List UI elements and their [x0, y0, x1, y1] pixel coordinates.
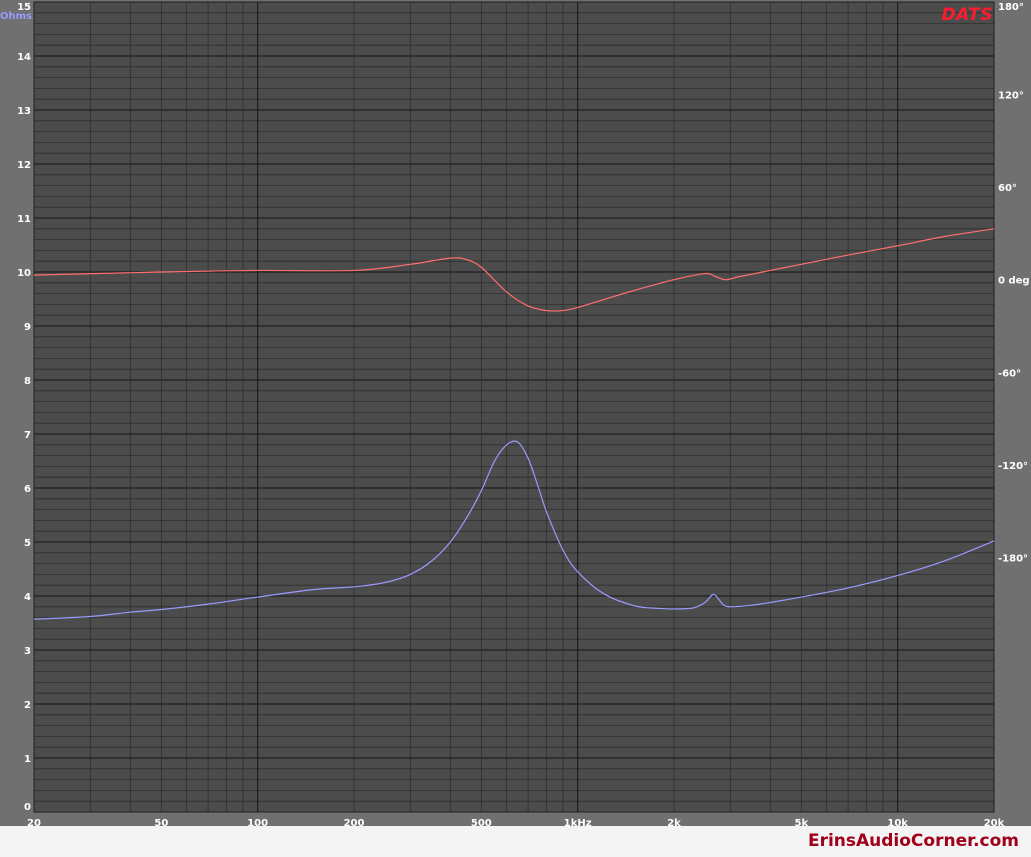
left-tick-label: 5	[24, 538, 31, 549]
x-tick-label: 5k	[795, 818, 809, 829]
right-axis-unit-label: 0 deg	[998, 276, 1030, 287]
plot-frame	[33, 1, 995, 813]
x-tick-label: 50	[154, 818, 168, 829]
right-tick-label: -60°	[998, 368, 1021, 379]
series	[33, 228, 995, 620]
left-tick-label: 11	[17, 214, 31, 225]
right-tick-label: -120°	[998, 461, 1028, 472]
left-tick-label: 14	[17, 52, 31, 63]
watermark: ErinsAudioCorner.com	[807, 831, 1019, 851]
x-tick-label: 20k	[984, 818, 1005, 829]
impedance-series-line	[33, 440, 995, 620]
plot-background	[34, 2, 994, 812]
phase-series-line	[33, 228, 995, 312]
left-tick-label: 8	[24, 376, 31, 387]
x-tick-label: 1kHz	[564, 818, 592, 829]
x-tick-label: 2k	[667, 818, 681, 829]
x-tick-label: 100	[247, 818, 268, 829]
right-axis-ticks: 180° 120° 60° 0 deg -60° -120° -180°	[998, 2, 1030, 564]
right-tick-label: 120°	[998, 91, 1024, 102]
dats-logo: DATS	[941, 5, 993, 25]
x-axis-ticks: 20 50 100 200 500 1kHz 2k 5k 10k 20k	[27, 818, 1005, 829]
left-tick-label: 10	[17, 268, 31, 279]
grid	[33, 1, 995, 813]
right-tick-label: -180°	[998, 553, 1028, 564]
left-tick-label: 9	[24, 322, 31, 333]
left-tick-label: 0	[24, 802, 31, 813]
right-tick-label: 60°	[998, 183, 1017, 194]
left-tick-label: 3	[24, 646, 31, 657]
left-tick-label: 15	[17, 2, 31, 13]
left-tick-label: 12	[17, 160, 31, 171]
left-tick-label: 6	[24, 484, 31, 495]
right-tick-label: 180°	[998, 2, 1024, 13]
left-tick-label: 4	[24, 592, 31, 603]
left-tick-label: 2	[24, 700, 31, 711]
left-tick-label: 1	[24, 754, 31, 765]
x-tick-label: 200	[344, 818, 365, 829]
footer-bar	[0, 826, 1031, 857]
x-tick-label: 20	[27, 818, 41, 829]
left-tick-label: 13	[17, 106, 31, 117]
x-tick-label: 500	[471, 818, 492, 829]
x-tick-label: 10k	[887, 818, 908, 829]
left-tick-label: 7	[24, 430, 31, 441]
left-axis-label: Ohms	[0, 11, 32, 22]
